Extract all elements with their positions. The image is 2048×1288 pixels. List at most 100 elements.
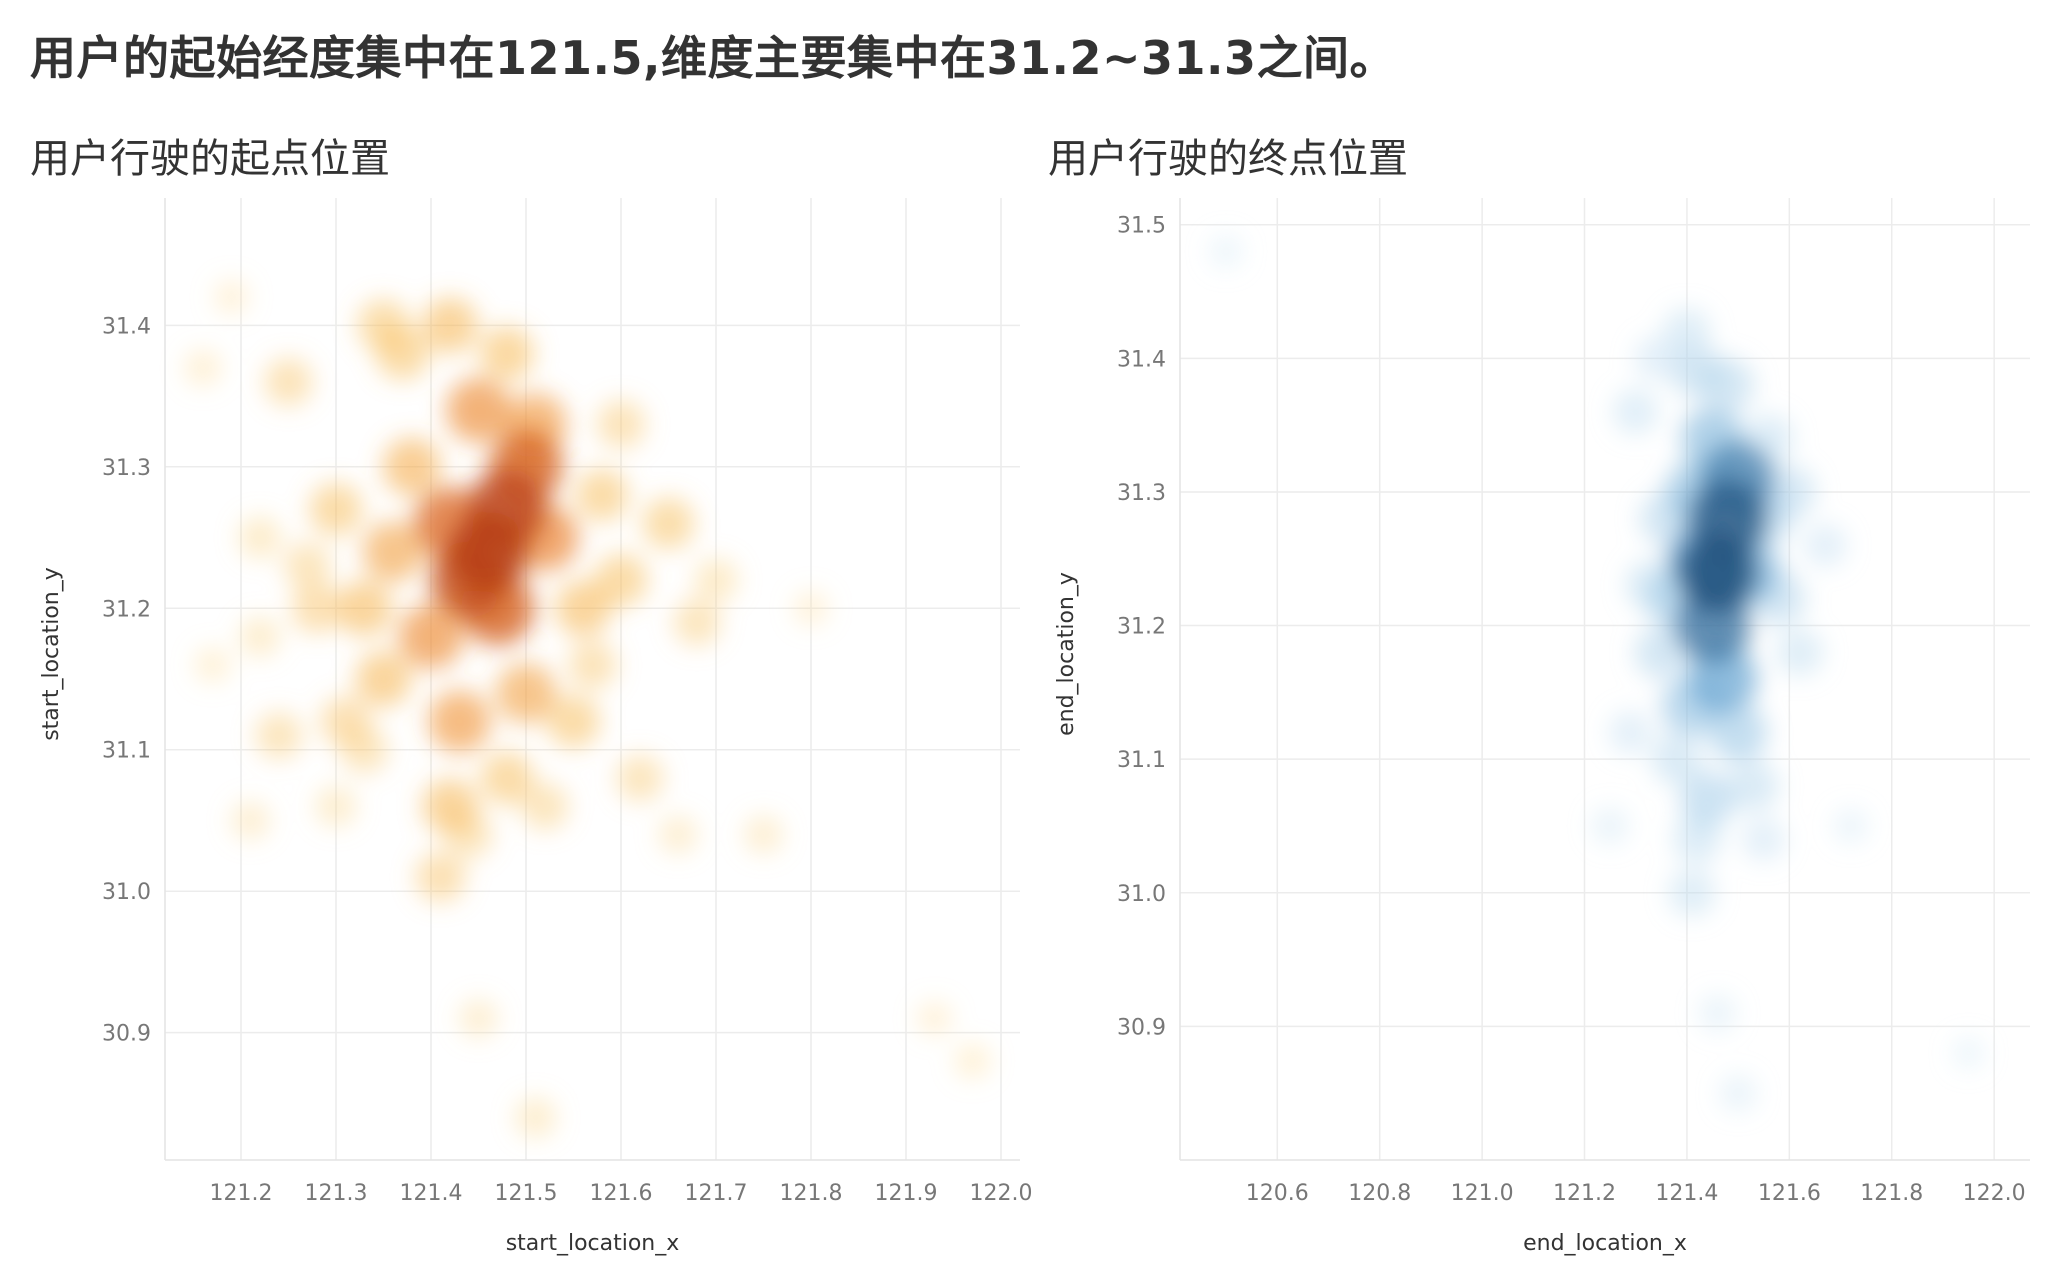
end-y-tick-label: 31.1 [1117, 748, 1166, 773]
start-density-point [383, 437, 441, 496]
start-density-point [658, 815, 698, 855]
start-y-tick-label: 31.1 [102, 739, 151, 764]
start-density-point [194, 646, 231, 683]
start-density-point [555, 580, 611, 637]
start-density-point [515, 1097, 556, 1138]
start-x-tick-label: 121.7 [685, 1181, 748, 1206]
start-density-point [264, 357, 313, 406]
end-density-point [1591, 807, 1629, 845]
start-density-point [616, 754, 664, 802]
end-x-tick-label: 121.4 [1655, 1181, 1718, 1206]
start-density-point [214, 279, 249, 315]
end-density-point [1699, 994, 1737, 1032]
end-density-point [1209, 234, 1243, 269]
end-y-tick-label: 31.0 [1117, 882, 1166, 907]
start-density-point [415, 852, 466, 903]
start-density-point [446, 377, 511, 443]
start-density-point [568, 640, 617, 689]
end-density-point [1677, 532, 1758, 613]
end-density-point [1952, 1037, 1985, 1070]
end-x-tick-label: 121.8 [1860, 1181, 1923, 1206]
end-location-heatmap: 120.6 120.8 121.0 121.2 121.4 121.6 121.8 122.0… [1054, 198, 2030, 1256]
start-density-point [521, 782, 569, 830]
headline: 用户的起始经度集中在121.5,维度主要集中在31.2~31.3之间。 [30, 31, 1397, 85]
start-x-tick-label: 121.3 [305, 1181, 368, 1206]
start-density-point [315, 785, 357, 827]
start-density-point [239, 616, 281, 657]
start-x-tick-label: 121.8 [780, 1181, 843, 1206]
end-density-point [1709, 703, 1768, 762]
end-x-axis-title: end_location_x [1523, 1231, 1687, 1256]
start-density-point [376, 327, 429, 381]
start-x-tick-label: 121.2 [210, 1181, 273, 1206]
end-y-tick-label: 31.4 [1117, 347, 1166, 372]
end-density-point [1663, 308, 1711, 356]
start-x-tick-label: 121.5 [495, 1181, 558, 1206]
start-x-tick-label: 121.6 [590, 1181, 653, 1206]
start-density-point [428, 690, 491, 753]
end-density-point [1679, 771, 1736, 827]
end-x-tick-label: 120.8 [1348, 1181, 1411, 1206]
start-x-tick-label: 121.4 [400, 1181, 463, 1206]
start-y-tick-label: 31.2 [102, 597, 151, 622]
start-density-point [596, 400, 646, 449]
end-density-point [1670, 345, 1724, 399]
end-chart-title: 用户行驶的终点位置 [1048, 136, 1408, 182]
start-density-point [954, 1043, 991, 1079]
start-density-point [547, 695, 600, 748]
start-density-point [336, 580, 393, 637]
start-density-point [594, 553, 648, 607]
end-density-point [1742, 817, 1786, 861]
end-density-layer [1209, 234, 1985, 1112]
start-density-point [642, 497, 695, 550]
end-density-point [1634, 336, 1678, 380]
start-y-tick-label: 31.4 [102, 314, 151, 339]
end-density-point [1719, 1074, 1757, 1112]
start-y-tick-label: 30.9 [102, 1022, 151, 1047]
start-density-point [917, 1001, 952, 1036]
start-density-point [744, 815, 783, 855]
start-density-point [448, 511, 528, 592]
end-x-tick-label: 121.0 [1451, 1181, 1514, 1206]
start-density-layer [184, 279, 991, 1138]
start-density-point [495, 663, 557, 724]
end-density-point [1803, 523, 1847, 568]
start-density-point [184, 349, 222, 387]
end-y-tick-label: 31.3 [1117, 481, 1166, 506]
start-density-point [309, 482, 363, 536]
start-chart-title: 用户行驶的起点位置 [30, 136, 390, 182]
start-density-point [480, 751, 534, 805]
start-density-point [284, 542, 331, 590]
start-location-heatmap: 121.2 121.3 121.4 121.5 121.6 121.7 121.8 121.9… [39, 198, 1032, 1256]
start-x-axis-title: start_location_x [506, 1231, 680, 1256]
start-y-tick-label: 31.0 [102, 880, 151, 905]
end-density-point [1651, 734, 1702, 785]
start-density-point [320, 696, 371, 747]
start-density-point [231, 800, 270, 840]
start-density-point [694, 558, 738, 602]
start-density-point [480, 326, 534, 381]
end-density-point [1728, 760, 1779, 811]
start-density-point [238, 516, 282, 559]
start-density-point [459, 999, 498, 1039]
start-x-tick-label: 122.0 [970, 1181, 1033, 1206]
end-density-point [1608, 710, 1653, 755]
start-density-point [355, 651, 412, 707]
start-density-point [422, 778, 478, 835]
end-grid [1180, 198, 2030, 1160]
end-y-axis-title: end_location_y [1054, 572, 1079, 736]
start-density-point [422, 297, 478, 354]
end-density-point [1668, 869, 1716, 917]
start-density-point [292, 583, 342, 634]
end-x-tick-label: 120.6 [1246, 1181, 1309, 1206]
start-density-point [362, 521, 424, 582]
end-density-point [1612, 389, 1659, 435]
end-y-tick-label: 31.5 [1117, 214, 1166, 239]
end-density-point [1673, 815, 1722, 864]
start-density-point [673, 598, 721, 646]
start-x-tick-label: 121.9 [875, 1181, 938, 1206]
end-density-point [1776, 628, 1823, 676]
end-density-point [1634, 625, 1688, 679]
start-y-tick-label: 31.3 [102, 456, 151, 481]
